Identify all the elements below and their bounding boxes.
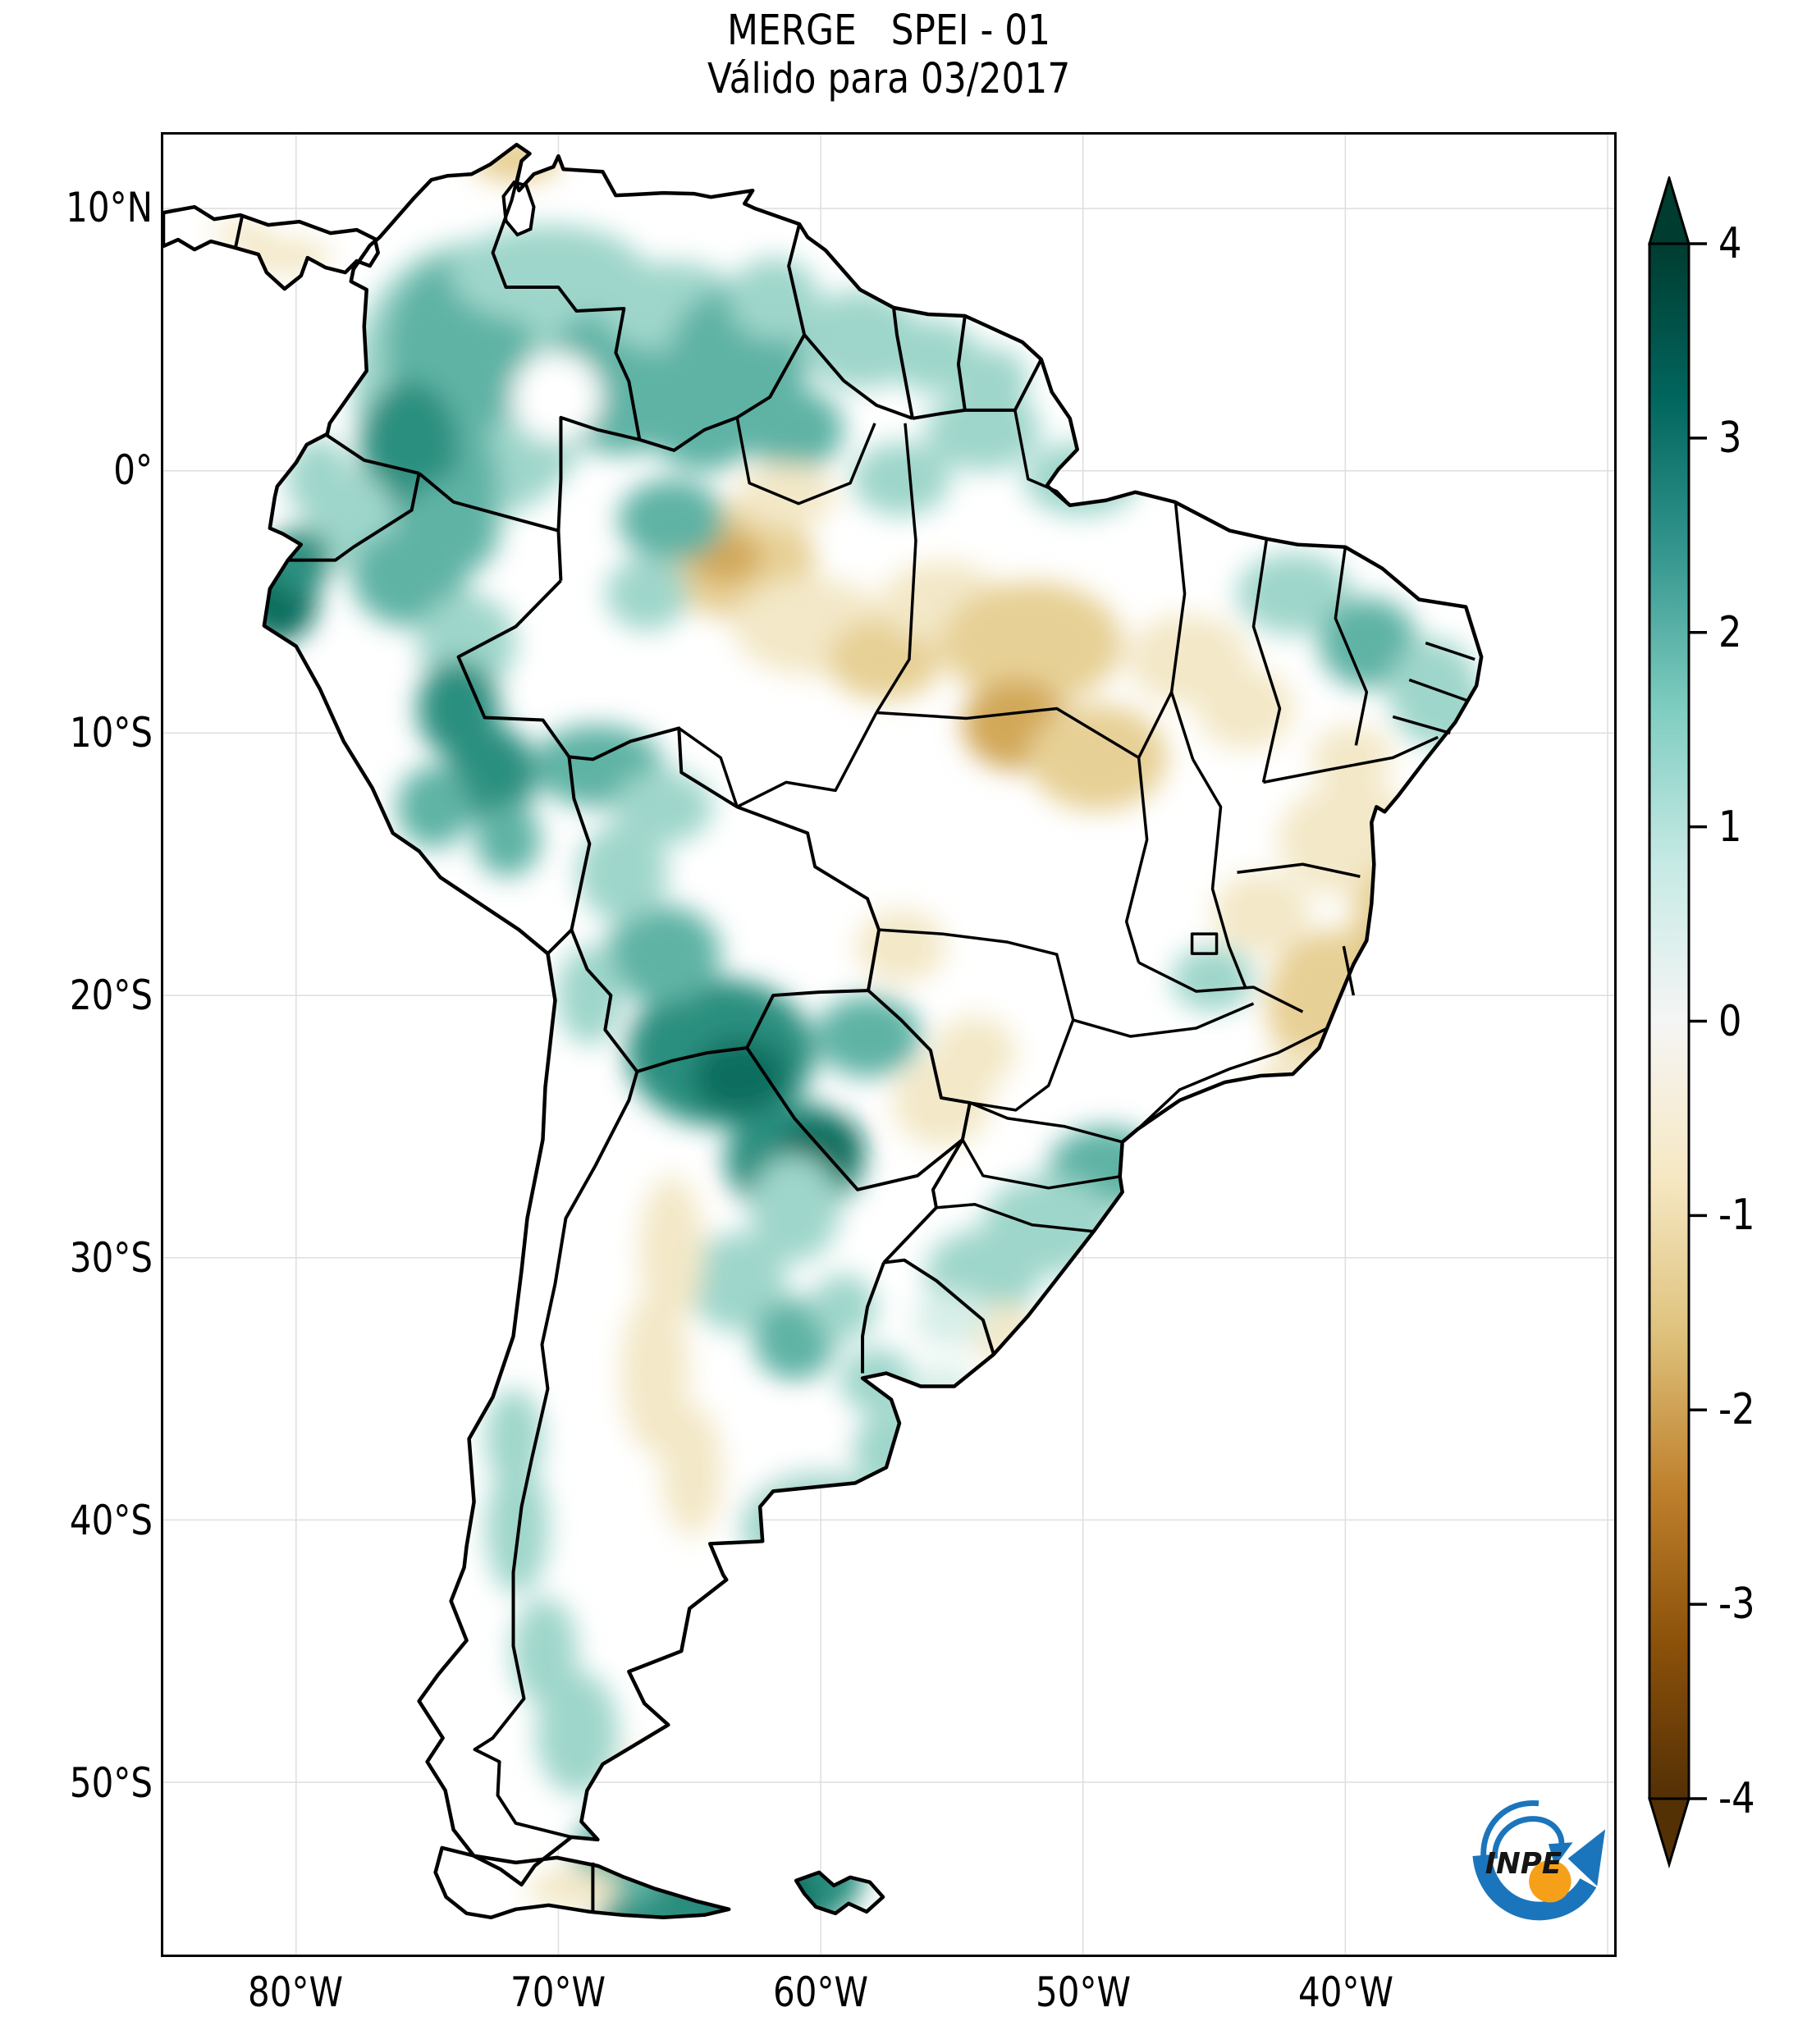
- xtick-50w: 50°W: [1036, 1969, 1131, 2016]
- colorbar: [1648, 176, 1707, 1868]
- colorbar-extend-max: [1648, 176, 1691, 245]
- title-block: MERGE SPEI - 01 Válido para 03/2017: [162, 7, 1615, 103]
- inpe-logo-text: INPE: [1485, 1847, 1562, 1881]
- colorbar-tick-marks: [1689, 242, 1707, 1800]
- cbar-tick-4: 4: [1718, 219, 1742, 268]
- xtick-70w: 70°W: [510, 1969, 606, 2016]
- ytick-10n: 10°N: [66, 184, 153, 231]
- cbar-tick-1: 1: [1718, 803, 1742, 852]
- cbar-tick-0: 0: [1718, 997, 1742, 1046]
- ytick-50s: 50°S: [69, 1759, 153, 1807]
- brazil-state-borders: [678, 409, 1475, 1233]
- cbar-tick-m3: -3: [1718, 1580, 1755, 1629]
- inpe-logo-orange-ball: [1529, 1859, 1572, 1903]
- ytick-0: 0°: [113, 446, 153, 494]
- map-axes-frame: [161, 132, 1617, 1957]
- xtick-80w: 80°W: [248, 1969, 343, 2016]
- inpe-logo-up-arrowhead: [1567, 1829, 1606, 1886]
- ytick-30s: 30°S: [69, 1234, 153, 1282]
- cbar-tick-3: 3: [1718, 414, 1742, 463]
- cbar-tick-m4: -4: [1718, 1774, 1755, 1823]
- xtick-60w: 60°W: [773, 1969, 868, 2016]
- ytick-20s: 20°S: [69, 972, 153, 1019]
- cbar-tick-m1: -1: [1718, 1191, 1755, 1240]
- inpe-logo-thick-arc: [1472, 1854, 1597, 1921]
- cbar-tick-2: 2: [1718, 608, 1742, 657]
- inpe-logo-inner-swirl: [1492, 1816, 1565, 1859]
- colorbar-gradient: [1648, 242, 1690, 1800]
- ytick-40s: 40°S: [69, 1497, 153, 1544]
- ytick-10s: 10°S: [69, 709, 153, 757]
- colorbar-extend-min: [1648, 1797, 1691, 1868]
- coastline-borders: [163, 142, 1484, 1920]
- inpe-logo: INPE: [1472, 1800, 1606, 1921]
- south-america-spei-map: [163, 135, 1614, 1955]
- page-title: MERGE SPEI - 01: [726, 7, 1051, 55]
- xtick-40w: 40°W: [1298, 1969, 1393, 2016]
- lake-maracaibo: [501, 180, 536, 237]
- page-subtitle: Válido para 03/2017: [707, 55, 1071, 103]
- cbar-tick-m2: -2: [1718, 1385, 1755, 1434]
- country-borders: [233, 160, 1043, 1914]
- inpe-logo-down-arrowhead: [1548, 1842, 1573, 1867]
